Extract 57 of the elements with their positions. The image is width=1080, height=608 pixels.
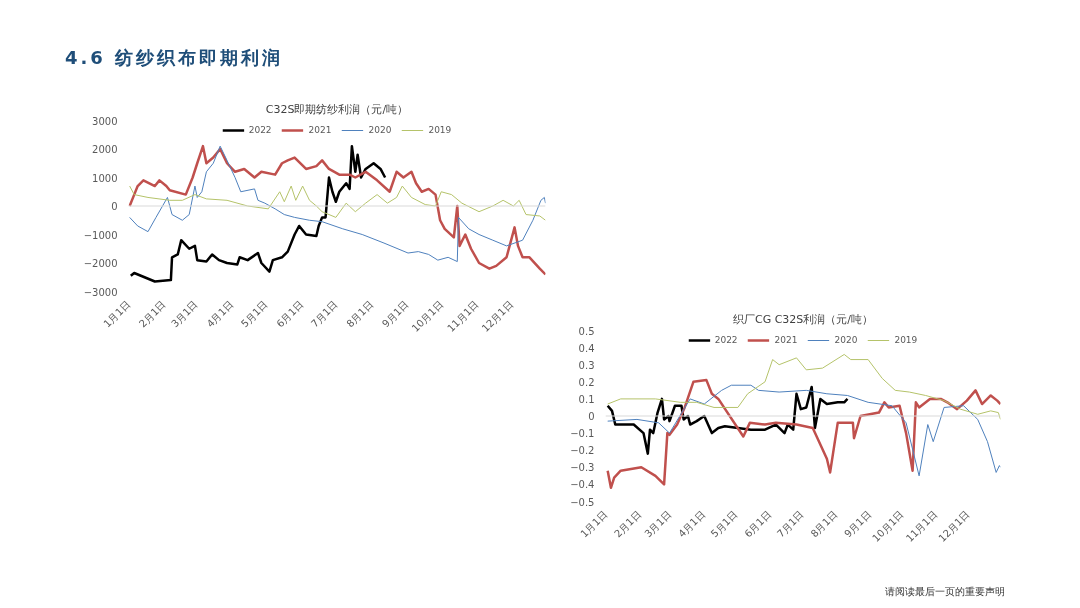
- y-tick-label: −0.4: [570, 479, 595, 491]
- x-tick-label: 6月1日: [274, 298, 306, 330]
- legend-label: 2020: [368, 125, 392, 135]
- y-tick-label: −0.1: [570, 428, 595, 440]
- legend-label: 2019: [894, 335, 918, 345]
- y-tick-label: −0.3: [570, 462, 595, 474]
- text: 4.6 纺纱织布即期利润: [65, 46, 284, 70]
- y-tick-label: 0: [588, 411, 595, 422]
- line-series: [129, 144, 387, 283]
- x-tick-label: 10月1日: [870, 508, 906, 545]
- legend-label: 2020: [834, 335, 858, 345]
- y-tick-label: −0.2: [570, 445, 595, 457]
- x-tick-label: 4月1日: [676, 508, 708, 540]
- legend-label: 2021: [308, 125, 332, 135]
- x-tick-label: 5月1日: [708, 508, 740, 540]
- x-tick-label: 2月1日: [136, 298, 168, 330]
- x-tick-label: 1月1日: [578, 508, 610, 540]
- x-tick-label: 3月1日: [169, 298, 200, 330]
- x-tick-label: 8月1日: [344, 298, 376, 330]
- y-tick-label: 0.4: [578, 342, 595, 354]
- x-tick-label: 4月1日: [204, 298, 236, 330]
- line-series: [606, 378, 1001, 490]
- x-tick-label: 6月1日: [742, 508, 774, 540]
- x-tick-label: 7月1日: [308, 298, 340, 330]
- y-tick-label: 0.1: [578, 393, 595, 405]
- x-tick-label: 12月1日: [479, 298, 516, 335]
- line-series: [607, 384, 1001, 477]
- y-tick-label: −0.5: [570, 496, 595, 508]
- y-tick-label: 0: [111, 201, 118, 212]
- y-tick-label: 0.3: [578, 359, 595, 371]
- x-tick-label: 9月1日: [379, 298, 411, 330]
- x-tick-label: 8月1日: [808, 508, 840, 540]
- legend-label: 2022: [714, 335, 738, 345]
- y-tick-label: 0.5: [578, 325, 595, 337]
- y-tick-label: −3000: [83, 286, 118, 298]
- x-tick-label: 5月1日: [238, 298, 270, 330]
- y-tick-label: −2000: [83, 258, 118, 269]
- y-tick-label: 0.2: [578, 376, 595, 388]
- legend-label: 2019: [428, 125, 452, 135]
- legend-label: 2022: [248, 125, 272, 135]
- legend-label: 2021: [774, 335, 798, 345]
- y-tick-label: 2000: [92, 144, 118, 155]
- line-series: [129, 185, 546, 221]
- x-tick-label: 10月1日: [409, 298, 446, 335]
- x-tick-label: 7月1日: [774, 508, 806, 540]
- chart-title: 织厂CG C32S利润（元/吨）: [732, 312, 874, 326]
- line-series: [606, 385, 849, 455]
- line-series: [607, 353, 1001, 420]
- y-tick-label: 1000: [92, 172, 118, 184]
- y-tick-label: −1000: [83, 229, 118, 241]
- x-tick-label: 3月1日: [642, 508, 674, 540]
- x-tick-label: 1月1日: [101, 298, 133, 330]
- chart-title: C32S即期纺纱利润（元/吨）: [265, 102, 409, 116]
- y-tick-label: 3000: [92, 115, 118, 127]
- x-tick-label: 2月1日: [612, 508, 644, 540]
- x-tick-label: 11月1日: [445, 298, 481, 335]
- text: 请阅读最后一页的重要声明: [885, 585, 1005, 599]
